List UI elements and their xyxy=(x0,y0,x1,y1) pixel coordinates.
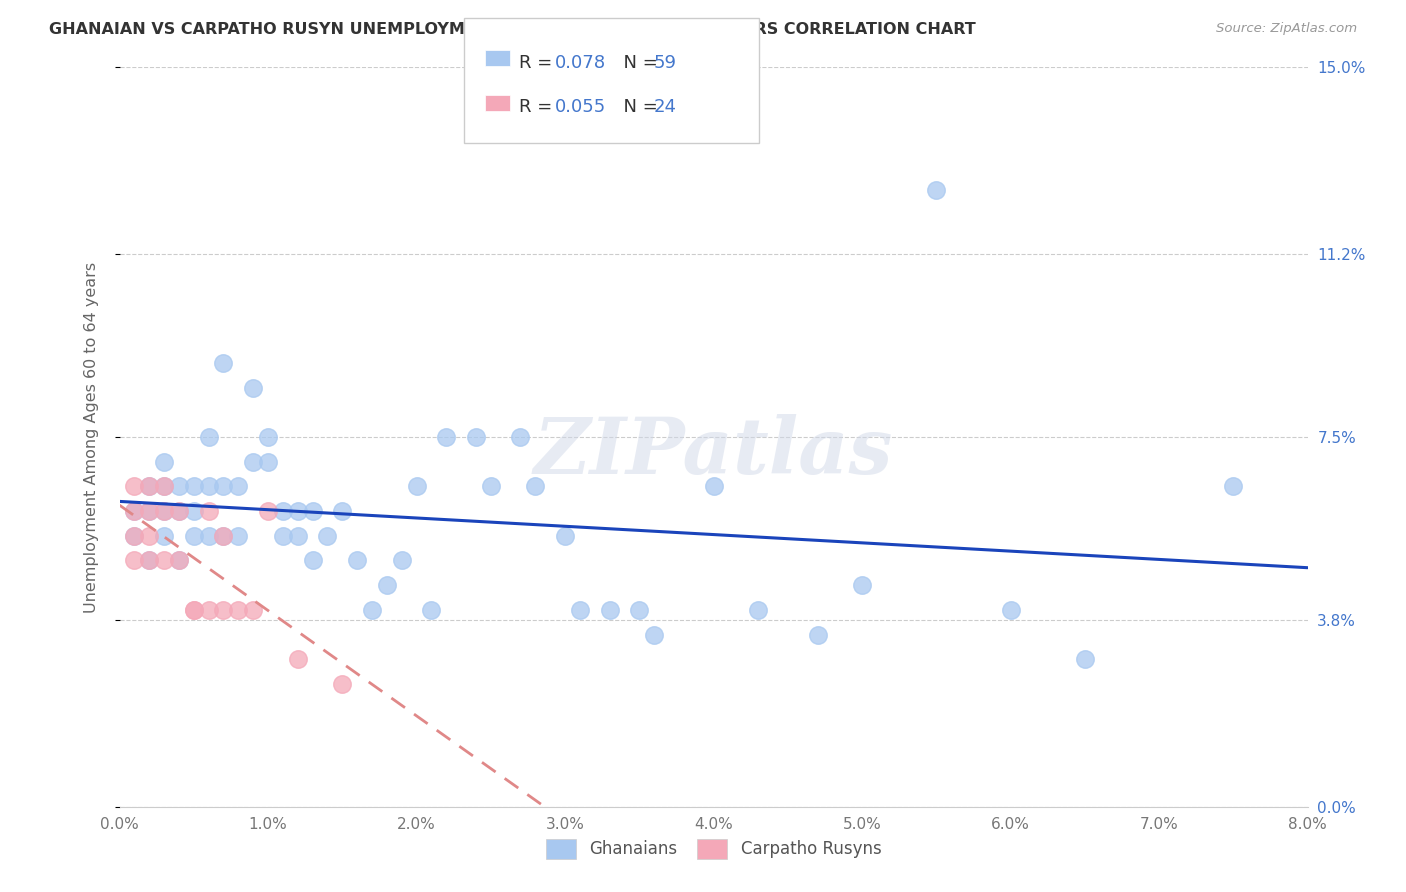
Point xyxy=(346,553,368,567)
Point xyxy=(568,603,591,617)
Point xyxy=(703,479,725,493)
Point xyxy=(153,479,176,493)
Text: N =: N = xyxy=(612,98,664,116)
Point xyxy=(167,553,190,567)
Point xyxy=(405,479,427,493)
Point xyxy=(806,627,828,641)
Point xyxy=(1000,603,1022,617)
Point xyxy=(1074,652,1097,666)
Point xyxy=(599,603,621,617)
Point xyxy=(228,603,250,617)
Point xyxy=(153,504,176,518)
Point xyxy=(124,553,146,567)
Point xyxy=(257,455,280,469)
Point xyxy=(183,603,205,617)
Point xyxy=(167,504,190,518)
Point xyxy=(271,529,294,543)
Point xyxy=(330,677,353,691)
Point xyxy=(851,578,873,592)
Point xyxy=(242,603,264,617)
Point xyxy=(925,183,948,197)
Point xyxy=(287,529,309,543)
Point xyxy=(509,430,531,444)
Point xyxy=(167,504,190,518)
Point xyxy=(628,603,651,617)
Point xyxy=(434,430,457,444)
Point xyxy=(138,553,160,567)
Point xyxy=(138,479,160,493)
Point xyxy=(138,504,160,518)
Point xyxy=(287,652,309,666)
Point xyxy=(153,479,176,493)
Point xyxy=(124,529,146,543)
Legend: Ghanaians, Carpatho Rusyns: Ghanaians, Carpatho Rusyns xyxy=(538,832,889,865)
Point xyxy=(212,356,235,370)
Point xyxy=(271,504,294,518)
Point xyxy=(747,603,769,617)
Point xyxy=(420,603,443,617)
Point xyxy=(138,529,160,543)
Point xyxy=(124,504,146,518)
Point xyxy=(197,603,219,617)
Text: ZIPatlas: ZIPatlas xyxy=(534,414,893,490)
Point xyxy=(212,603,235,617)
Point xyxy=(391,553,413,567)
Point xyxy=(183,479,205,493)
Point xyxy=(124,479,146,493)
Point xyxy=(153,553,176,567)
Text: GHANAIAN VS CARPATHO RUSYN UNEMPLOYMENT AMONG AGES 60 TO 64 YEARS CORRELATION CH: GHANAIAN VS CARPATHO RUSYN UNEMPLOYMENT … xyxy=(49,22,976,37)
Point xyxy=(197,529,219,543)
Point xyxy=(301,553,323,567)
Point xyxy=(138,553,160,567)
Point xyxy=(197,504,219,518)
Point xyxy=(183,504,205,518)
Point xyxy=(257,430,280,444)
Y-axis label: Unemployment Among Ages 60 to 64 years: Unemployment Among Ages 60 to 64 years xyxy=(84,261,98,613)
Point xyxy=(167,553,190,567)
Point xyxy=(228,529,250,543)
Text: R =: R = xyxy=(519,54,558,71)
Text: 59: 59 xyxy=(654,54,676,71)
Point xyxy=(554,529,576,543)
Point xyxy=(124,504,146,518)
Point xyxy=(242,455,264,469)
Point xyxy=(524,479,547,493)
Point xyxy=(464,430,488,444)
Point xyxy=(287,504,309,518)
Point xyxy=(228,479,250,493)
Point xyxy=(375,578,398,592)
Point xyxy=(257,504,280,518)
Text: R =: R = xyxy=(519,98,558,116)
Point xyxy=(167,479,190,493)
Point xyxy=(197,479,219,493)
Point xyxy=(330,504,353,518)
Point xyxy=(212,529,235,543)
Text: 0.078: 0.078 xyxy=(555,54,606,71)
Point xyxy=(301,504,323,518)
Point xyxy=(153,504,176,518)
Point xyxy=(316,529,339,543)
Point xyxy=(153,529,176,543)
Text: 24: 24 xyxy=(654,98,676,116)
Point xyxy=(1222,479,1244,493)
Text: 0.055: 0.055 xyxy=(555,98,606,116)
Point xyxy=(212,479,235,493)
Point xyxy=(479,479,502,493)
Point xyxy=(197,430,219,444)
Point xyxy=(212,529,235,543)
Point xyxy=(183,529,205,543)
Point xyxy=(242,381,264,395)
Text: Source: ZipAtlas.com: Source: ZipAtlas.com xyxy=(1216,22,1357,36)
Point xyxy=(643,627,665,641)
Point xyxy=(183,603,205,617)
Point xyxy=(361,603,384,617)
Point xyxy=(138,479,160,493)
Text: N =: N = xyxy=(612,54,664,71)
Point xyxy=(124,529,146,543)
Point xyxy=(138,504,160,518)
Point xyxy=(153,455,176,469)
